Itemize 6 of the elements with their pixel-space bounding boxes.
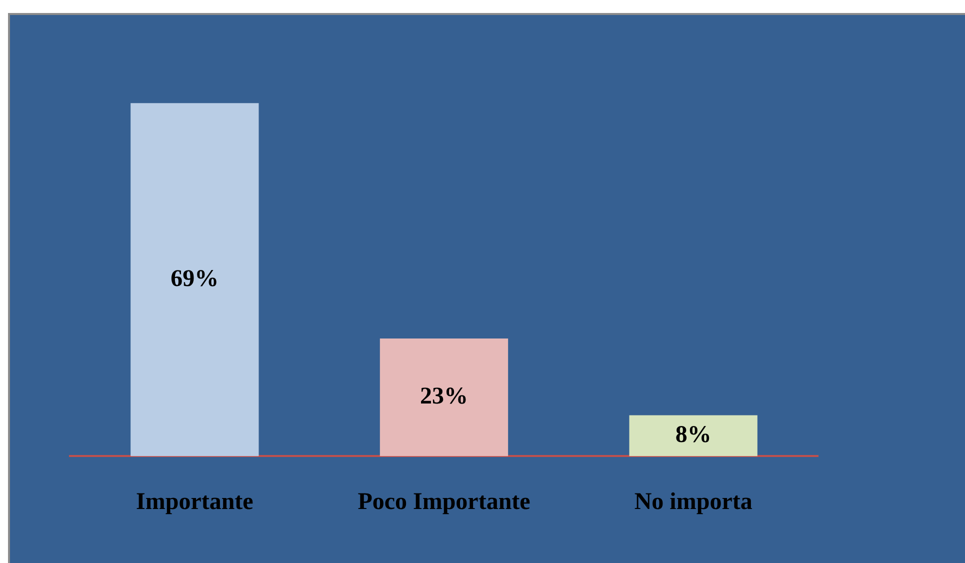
- x-tick-label: Poco Importante: [358, 488, 531, 515]
- data-label: 23%: [420, 384, 468, 410]
- data-label: 69%: [170, 266, 219, 292]
- x-tick-label: No importa: [634, 488, 752, 515]
- x-tick-label: Importante: [136, 488, 254, 515]
- data-label: 8%: [675, 422, 712, 448]
